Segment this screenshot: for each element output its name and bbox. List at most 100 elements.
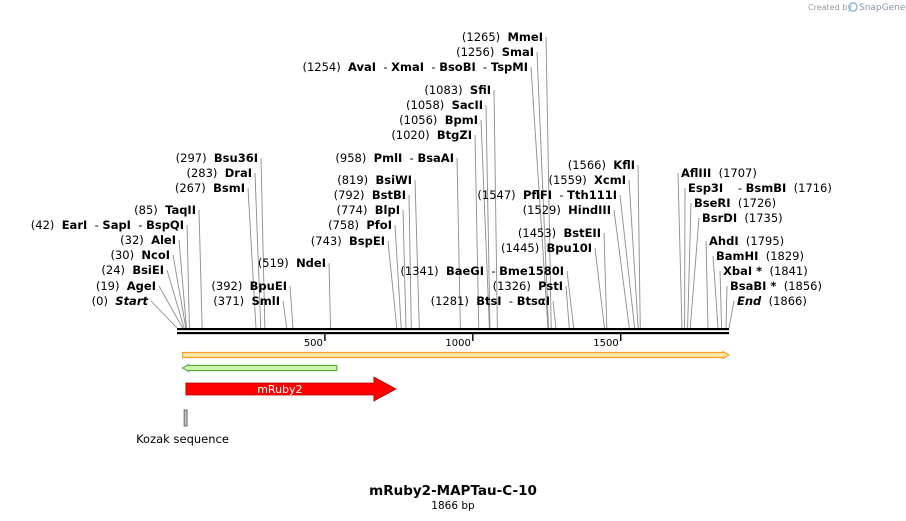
site-label-esp3i[interactable]: Esp3I - BsmBI (1716) bbox=[688, 181, 839, 195]
connector-bstbi bbox=[408, 194, 412, 329]
feature-mruby2-arrow[interactable] bbox=[185, 376, 397, 402]
orf-arrow[interactable] bbox=[182, 350, 731, 360]
site-label-bsabi[interactable]: BsaBI * (1856) bbox=[730, 279, 829, 293]
site-label-bstbi[interactable]: (792) BstBI bbox=[334, 188, 406, 202]
site-label-taqii[interactable]: (85) TaqII bbox=[134, 203, 196, 217]
site-position: (1341) bbox=[400, 264, 438, 278]
site-label-btgzi[interactable]: (1020) BtgZI bbox=[391, 128, 472, 142]
site-position: (32) bbox=[120, 233, 144, 247]
enzyme-btsi: BtsI bbox=[476, 294, 501, 308]
site-position: (297) bbox=[176, 151, 207, 165]
site-label-afliii[interactable]: AflIII (1707) bbox=[681, 166, 764, 180]
feature-mruby2-label: mRuby2 bbox=[257, 383, 302, 396]
enzyme-bpu10i: Bpu10I bbox=[547, 241, 592, 255]
site-label-ncoi[interactable]: (30) NcoI bbox=[110, 248, 170, 262]
connector-kfli bbox=[637, 164, 641, 329]
enzyme-bpmi: BpmI bbox=[445, 113, 478, 127]
site-position: (1445) bbox=[501, 241, 539, 255]
site-position: (958) bbox=[335, 151, 366, 165]
site-label-hindiii[interactable]: (1529) HindIII bbox=[523, 203, 611, 217]
site-position: (1529) bbox=[523, 203, 561, 217]
site-label-ndei[interactable]: (519) NdeI bbox=[258, 256, 326, 270]
site-label-sacii[interactable]: (1058) SacII bbox=[406, 98, 483, 112]
site-label-avai[interactable]: (1254) AvaI - XmaI - BsoBI - TspMI bbox=[302, 60, 528, 74]
site-label-kfli[interactable]: (1566) KflI bbox=[568, 158, 635, 172]
site-label-bamhi[interactable]: BamHI (1829) bbox=[716, 249, 811, 263]
enzyme-start: Start bbox=[115, 294, 148, 308]
site-label-pfoi[interactable]: (758) PfoI bbox=[328, 218, 392, 232]
site-position: (1265) bbox=[462, 30, 500, 44]
site-label-bpuei[interactable]: (392) BpuEI bbox=[211, 279, 287, 293]
connector-smli bbox=[282, 300, 288, 329]
site-label-start[interactable]: (0) Start bbox=[92, 294, 149, 308]
site-label-ahdi[interactable]: AhdI (1795) bbox=[709, 234, 791, 248]
site-label-bsu36i[interactable]: (297) Bsu36I bbox=[176, 151, 258, 165]
enzyme-bme1580i: Bme1580I bbox=[499, 264, 564, 278]
connector-pflfi bbox=[619, 194, 636, 329]
site-label-end[interactable]: End (1866) bbox=[737, 294, 814, 308]
site-label-pmli[interactable]: (958) PmlI - BsaAI bbox=[335, 151, 454, 165]
site-position: (774) bbox=[337, 203, 368, 217]
site-label-agei[interactable]: (19) AgeI bbox=[96, 279, 156, 293]
enzyme-bsmbi: BsmBI bbox=[746, 181, 787, 195]
site-label-bsiei[interactable]: (24) BsiEI bbox=[101, 263, 164, 277]
site-label-mmei[interactable]: (1265) MmeI bbox=[462, 30, 543, 44]
site-label-pflfi[interactable]: (1547) PflFI - Tth111I bbox=[477, 188, 617, 202]
site-label-drai[interactable]: (283) DraI bbox=[186, 166, 252, 180]
site-position: (1326) bbox=[493, 279, 531, 293]
site-label-eari[interactable]: (42) EarI - SapI - BspQI bbox=[31, 218, 184, 232]
site-position: (743) bbox=[311, 234, 342, 248]
credit-text: Created by bbox=[808, 3, 852, 12]
site-label-bsteii[interactable]: (1453) BstEII bbox=[518, 226, 601, 240]
site-label-bsmi[interactable]: (267) BsmI bbox=[175, 181, 245, 195]
enzyme-smli: SmlI bbox=[252, 294, 281, 308]
connector-bstwi bbox=[414, 179, 420, 329]
site-label-smai[interactable]: (1256) SmaI bbox=[456, 45, 534, 59]
enzyme-esp3i: Esp3I bbox=[688, 181, 723, 195]
enzyme-bsu36i: Bsu36I bbox=[214, 151, 258, 165]
site-labels: (0) Start(19) AgeI (24) BsiEI(30) NcoI(32… bbox=[31, 30, 839, 308]
connector-pmli bbox=[456, 157, 461, 329]
site-position: (519) bbox=[258, 256, 289, 270]
enzyme-bsobi: BsoBI bbox=[439, 60, 476, 74]
connector-xcmi bbox=[628, 179, 639, 329]
plasmid-size: 1866 bp bbox=[431, 500, 475, 512]
site-label-sfii[interactable]: (1083) SfiI bbox=[424, 83, 491, 97]
site-label-btsi[interactable]: (1281) BtsI - BtsαI bbox=[431, 294, 550, 308]
site-position: (1866) bbox=[769, 294, 807, 308]
site-position: (1726) bbox=[738, 196, 776, 210]
feature-kozak-box[interactable] bbox=[183, 409, 188, 427]
enzyme-bts-i: BtsαI bbox=[517, 294, 550, 308]
enzyme-bstbi: BstBI bbox=[372, 188, 406, 202]
site-label-xbai[interactable]: XbaI * (1841) bbox=[723, 264, 815, 278]
site-label-psti[interactable]: (1326) PstI bbox=[493, 279, 563, 293]
enzyme-btgzi: BtgZI bbox=[437, 128, 472, 142]
site-label-alei[interactable]: (32) AleI bbox=[120, 233, 176, 247]
ruler-tick-label: 500 bbox=[304, 338, 323, 349]
enzyme-ahdi: AhdI bbox=[709, 234, 739, 248]
connector-drai bbox=[254, 172, 262, 329]
site-label-bspei[interactable]: (743) BspEI bbox=[311, 234, 385, 248]
enzyme-taqii: TaqII bbox=[165, 203, 196, 217]
orf-arrow[interactable] bbox=[181, 363, 338, 373]
connector-bspei bbox=[387, 240, 398, 329]
enzyme-end: End bbox=[737, 294, 762, 308]
site-label-smli[interactable]: (371) SmlI bbox=[213, 294, 280, 308]
connector-baegi bbox=[566, 270, 575, 329]
enzyme-drai: DraI bbox=[225, 166, 252, 180]
site-label-blpi[interactable]: (774) BlpI bbox=[337, 203, 400, 217]
connector-start bbox=[150, 300, 178, 329]
site-label-baegi[interactable]: (1341) BaeGI - Bme1580I bbox=[400, 264, 564, 278]
site-label-xcmi[interactable]: (1559) XcmI bbox=[548, 173, 626, 187]
connector-alei bbox=[178, 239, 187, 329]
site-label-bstwi[interactable]: (819) BsiWI bbox=[337, 173, 412, 187]
enzyme-pmli: PmlI bbox=[374, 151, 403, 165]
feature-kozak-label: Kozak sequence bbox=[136, 432, 229, 446]
enzyme-avai: AvaI bbox=[348, 60, 376, 74]
site-label-bpu10i[interactable]: (1445) Bpu10I bbox=[501, 241, 592, 255]
enzyme-bspqi: BspQI bbox=[146, 218, 184, 232]
site-label-bsrdi[interactable]: BsrDI (1735) bbox=[702, 211, 790, 225]
site-position: (30) bbox=[110, 248, 134, 262]
site-label-bseri[interactable]: BseRI (1726) bbox=[694, 196, 783, 210]
site-label-bpmi[interactable]: (1056) BpmI bbox=[399, 113, 478, 127]
